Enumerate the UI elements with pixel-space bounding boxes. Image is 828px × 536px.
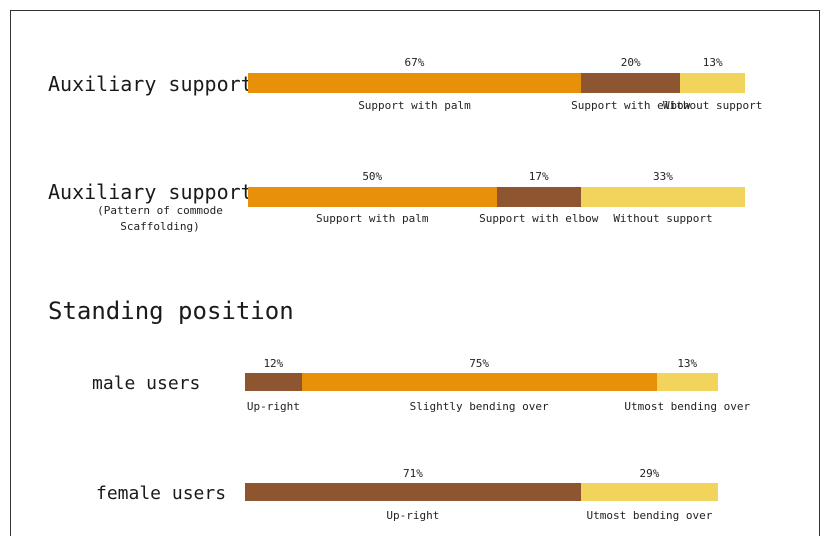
bar-segment: [245, 373, 302, 391]
bar-category-label: Up-right: [386, 509, 440, 522]
bar-value-label: 71%: [402, 467, 423, 480]
bar-category-label: Utmost bending over: [586, 509, 713, 522]
bar-value-label: 17%: [528, 170, 549, 183]
bar-segment: [656, 373, 718, 391]
bar-category-label: Without support: [663, 99, 763, 112]
bar-segment: [580, 73, 681, 93]
row-label-auxiliary-support: Auxiliary support: [48, 72, 253, 96]
bar-category-label: Support with palm: [315, 212, 429, 225]
bar-category-label: Slightly bending over: [409, 400, 549, 413]
bar-segment: [248, 73, 581, 93]
bar-value-label: 29%: [639, 467, 660, 480]
bar-segment: [245, 483, 581, 501]
bar-value-label: 50%: [362, 170, 383, 183]
bar-category-label: Support with palm: [358, 99, 471, 112]
bar-value-label: 13%: [702, 56, 723, 69]
bar-category-label: Without support: [613, 212, 713, 225]
bar-segment: [580, 187, 745, 207]
bar-value-label: 20%: [620, 56, 641, 69]
bar-segment: [580, 483, 718, 501]
bar-segment: [496, 187, 581, 207]
section-title-standing-position: Standing position: [48, 297, 294, 325]
bar-value-label: 75%: [469, 357, 490, 370]
bar-segment: [301, 373, 657, 391]
row-label-auxiliary-support-commode: Auxiliary support: [48, 180, 253, 204]
bar-value-label: 13%: [677, 357, 698, 370]
bar-category-label: Support with elbow: [479, 212, 599, 225]
row-label-male-users: male users: [92, 373, 201, 394]
bar-segment: [680, 73, 745, 93]
row-label-female-users: female users: [96, 483, 227, 504]
bar-value-label: 12%: [263, 357, 284, 370]
bar-value-label: 33%: [653, 170, 673, 183]
bar-segment: [248, 187, 497, 207]
figure-frame: [10, 10, 820, 536]
bar-value-label: 67%: [404, 56, 425, 69]
bar-category-label: Up-right: [246, 400, 300, 413]
bar-category-label: Utmost bending over: [624, 400, 751, 413]
row-sublabel-commode-pattern: (Pattern of commode Scaffolding): [97, 204, 223, 233]
bar-category-label: Support with elbow: [571, 99, 691, 112]
